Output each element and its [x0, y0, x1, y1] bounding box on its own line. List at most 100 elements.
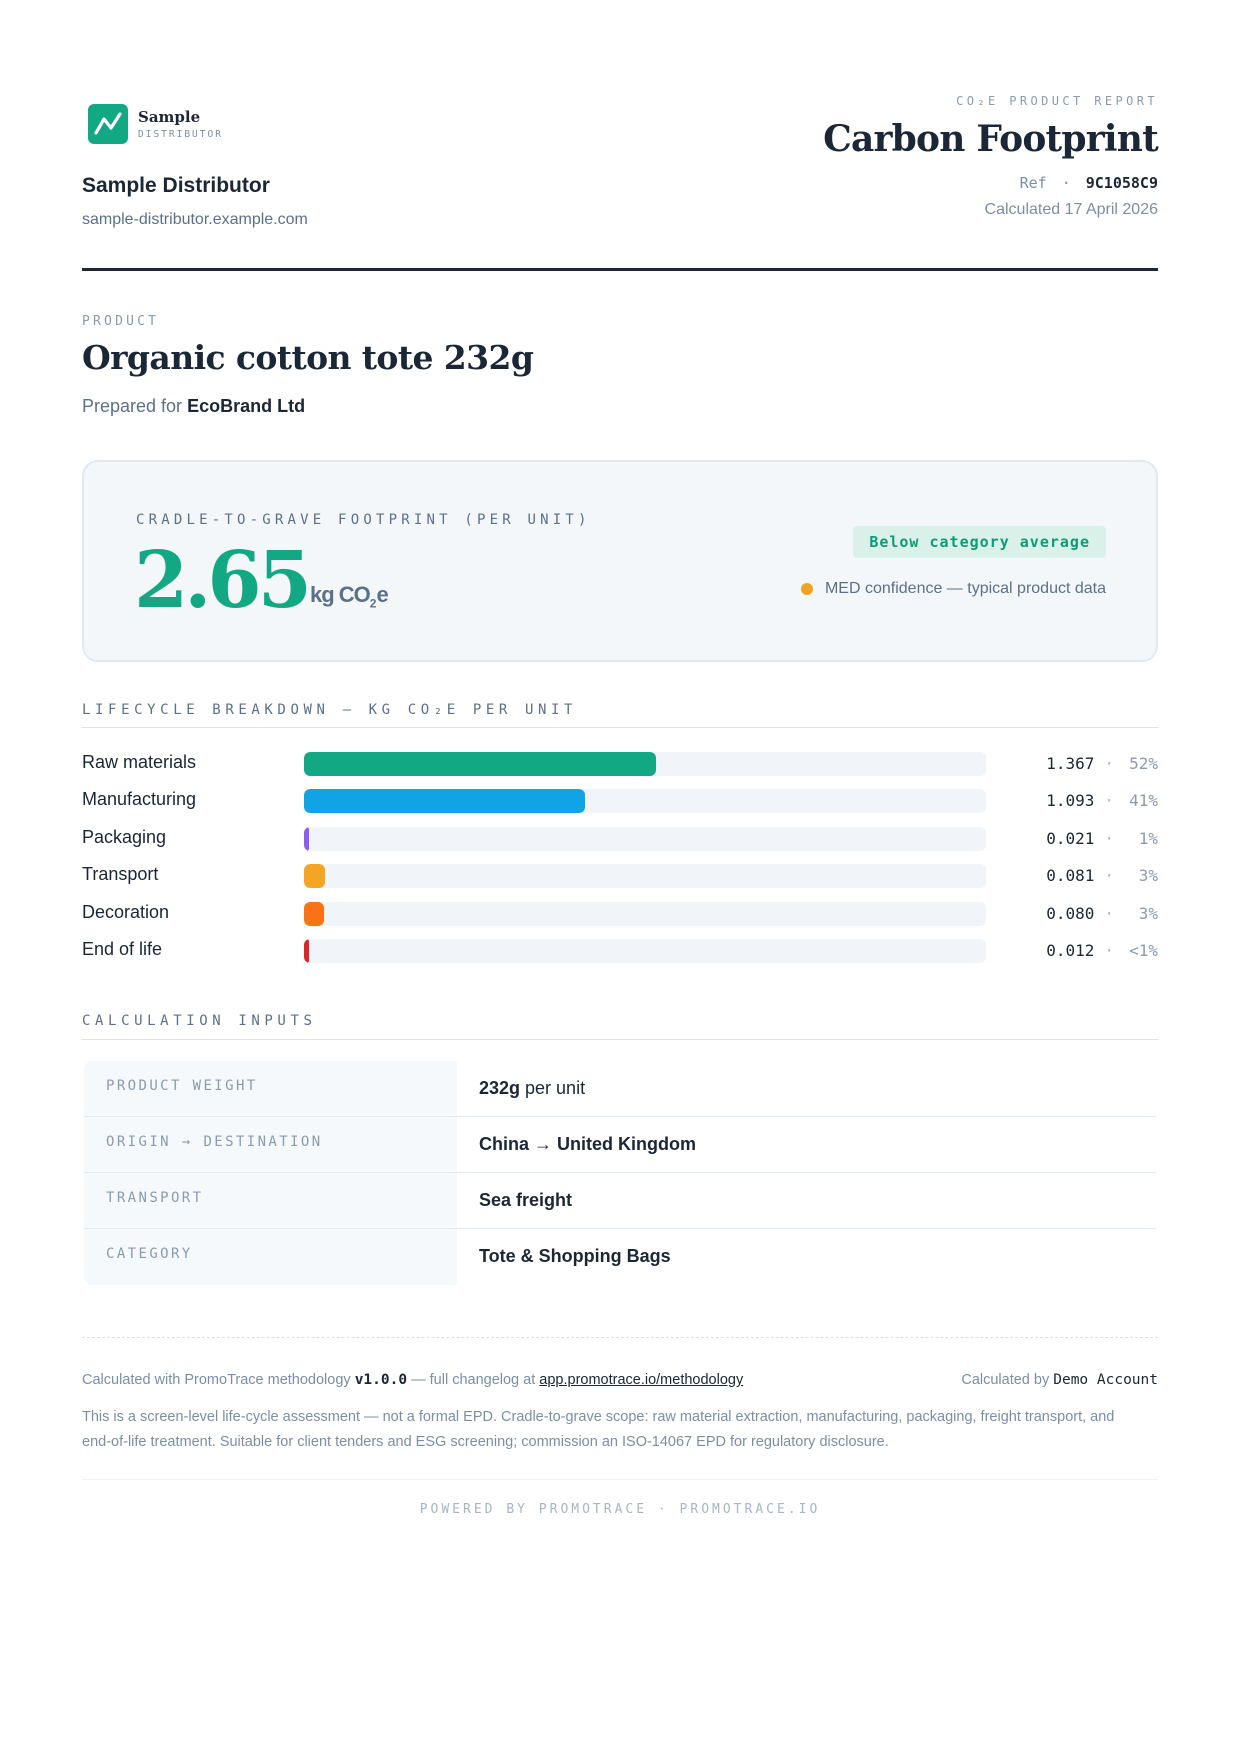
distributor-name: Sample Distributor — [82, 174, 270, 197]
confidence-text: MED confidence — typical product data — [824, 580, 1106, 597]
powered-by: POWERED BY PROMOTRACE · PROMOTRACE.IO — [419, 1502, 821, 1517]
distributor-url: sample-distributor.example.com — [82, 211, 308, 228]
methodology-link[interactable]: app.promotrace.io/methodology — [539, 1372, 744, 1388]
lifecycle-separator: · — [1104, 828, 1114, 848]
ref-value: 9C1058C9 — [1085, 174, 1158, 192]
lifecycle-label: End of life — [82, 938, 163, 959]
lifecycle-bar — [304, 901, 324, 926]
lifecycle-separator: · — [1104, 903, 1114, 923]
inputs-eyebrow: CALCULATION INPUTS — [82, 1013, 317, 1029]
lifecycle-bar-track — [304, 901, 986, 926]
input-value-rest: per unit — [520, 1078, 586, 1098]
footprint-value: 2.65 — [134, 535, 312, 626]
lifecycle-percent: 1% — [1138, 828, 1158, 848]
method-prefix: Calculated with PromoTrace methodology — [82, 1372, 351, 1388]
logo-subtitle: DISTRIBUTOR — [138, 129, 223, 140]
lifecycle-row: Raw materials 1.367 · 52% — [82, 748, 1158, 785]
header-divider — [82, 268, 1158, 271]
lifecycle-kg: 0.021 — [1046, 828, 1095, 848]
lifecycle-percent: 52% — [1129, 754, 1158, 773]
lifecycle-bar — [304, 864, 325, 889]
lifecycle-eyebrow: LIFECYCLE BREAKDOWN — KG CO₂E PER UNIT — [82, 702, 578, 718]
lifecycle-kg: 1.367 — [1046, 754, 1095, 773]
input-key: CATEGORY — [84, 1229, 457, 1285]
prepared-for: Prepared for EcoBrand Ltd — [82, 396, 305, 417]
footer-rule — [82, 1479, 1158, 1480]
lifecycle-breakdown: Raw materials 1.367 · 52% Manufacturing 1.093… — [82, 748, 1158, 972]
disclaimer: This is a screen-level life-cycle assess… — [82, 1409, 1115, 1450]
lifecycle-value: 0.012 · <1% — [1046, 941, 1158, 960]
product-eyebrow: PRODUCT — [82, 314, 160, 329]
report-eyebrow: CO₂E PRODUCT REPORT — [956, 94, 1158, 108]
lifecycle-kg: 0.081 — [1046, 866, 1095, 886]
lifecycle-bar-track — [304, 826, 986, 851]
input-value-main: Sea freight — [479, 1190, 573, 1210]
input-row: TRANSPORT Sea freight — [84, 1173, 1156, 1229]
lifecycle-label: Packaging — [82, 826, 167, 847]
lifecycle-value: 1.093 · 41% — [1046, 791, 1158, 810]
unit-main: kg CO — [310, 582, 371, 607]
lifecycle-percent: 41% — [1129, 791, 1158, 811]
lifecycle-bar-track — [304, 864, 986, 889]
lifecycle-bar-track — [304, 789, 986, 814]
lifecycle-row: Packaging 0.021 · 1% — [82, 823, 1158, 860]
lifecycle-label: Manufacturing — [82, 789, 197, 810]
input-key: ORIGIN → DESTINATION — [84, 1117, 457, 1172]
lifecycle-value: 0.080 · 3% — [1046, 904, 1158, 923]
input-key: PRODUCT WEIGHT — [84, 1061, 457, 1116]
lifecycle-kg: 1.093 — [1046, 791, 1095, 811]
lifecycle-row: Transport 0.081 · 3% — [82, 860, 1158, 897]
report-header: CO₂E PRODUCT REPORT Carbon Footprint Ref… — [823, 94, 1159, 219]
lifecycle-percent: <1% — [1129, 940, 1158, 960]
lifecycle-separator: · — [1104, 866, 1114, 886]
input-value-main: 232g — [479, 1078, 521, 1098]
trend-line-icon — [88, 104, 128, 144]
lifecycle-label: Transport — [82, 864, 159, 885]
input-value: China → United Kingdom — [457, 1117, 1156, 1172]
lifecycle-separator: · — [1104, 791, 1114, 811]
method-version: v1.0.0 — [354, 1372, 408, 1388]
input-key: TRANSPORT — [84, 1173, 457, 1228]
lifecycle-bar-track — [304, 752, 986, 776]
input-row: CATEGORY Tote & Shopping Bags — [84, 1229, 1156, 1285]
report-title: Carbon Footprint — [823, 118, 1159, 160]
lifecycle-kg: 0.012 — [1046, 940, 1095, 960]
footprint-unit: kg CO2e — [310, 582, 389, 611]
lifecycle-percent: 3% — [1138, 866, 1158, 886]
lifecycle-bar — [304, 826, 309, 851]
lifecycle-label: Decoration — [82, 901, 170, 922]
method-mid: — full changelog at — [411, 1372, 536, 1388]
unit-subscript: 2 — [369, 596, 377, 611]
calculated-by-prefix: Calculated by — [961, 1372, 1050, 1388]
footprint-eyebrow: CRADLE-TO-GRAVE FOOTPRINT (PER UNIT) — [136, 512, 591, 528]
prepared-prefix: Prepared for — [82, 396, 183, 416]
footprint-card: CRADLE-TO-GRAVE FOOTPRINT (PER UNIT) 2.6… — [82, 460, 1158, 662]
lifecycle-row: End of life 0.012 · <1% — [82, 935, 1158, 972]
inputs-divider — [82, 1039, 1158, 1040]
inputs-table: PRODUCT WEIGHT 232g per unit ORIGIN → DEST… — [84, 1061, 1156, 1285]
lifecycle-value: 0.081 · 3% — [1046, 866, 1158, 885]
lifecycle-value: 0.021 · 1% — [1046, 829, 1158, 848]
confidence-dot-icon — [800, 583, 813, 595]
lifecycle-bar-track — [304, 938, 986, 963]
input-value-main: Tote & Shopping Bags — [479, 1246, 671, 1266]
input-row: PRODUCT WEIGHT 232g per unit — [84, 1061, 1156, 1117]
lifecycle-separator: · — [1104, 754, 1114, 773]
distributor-logo: Sample DISTRIBUTOR — [88, 104, 223, 144]
lifecycle-percent: 3% — [1138, 903, 1158, 923]
category-badge: Below category average — [853, 526, 1106, 558]
lifecycle-label: Raw materials — [82, 752, 197, 772]
ref-separator: · — [1061, 174, 1071, 192]
input-value: Tote & Shopping Bags — [457, 1229, 1156, 1285]
lifecycle-bar — [304, 938, 309, 963]
client-name: EcoBrand Ltd — [187, 396, 306, 416]
lifecycle-value: 1.367 · 52% — [1046, 754, 1158, 773]
calculated-by-name: Demo Account — [1053, 1372, 1158, 1388]
lifecycle-bar — [304, 789, 585, 814]
footer-divider — [82, 1337, 1158, 1338]
ref-label: Ref — [1019, 174, 1047, 192]
lifecycle-kg: 0.080 — [1046, 903, 1095, 923]
lifecycle-separator: · — [1104, 940, 1114, 960]
calculated-by: Calculated by Demo Account — [961, 1372, 1158, 1388]
unit-tail: e — [376, 582, 388, 607]
